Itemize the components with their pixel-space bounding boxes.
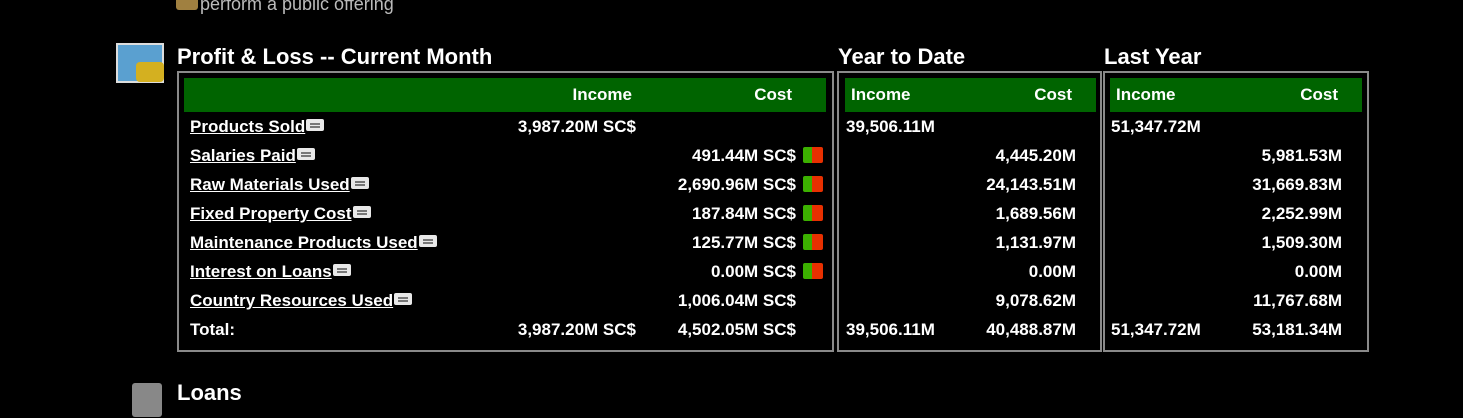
comment-icon[interactable] xyxy=(296,148,315,160)
value-cell: 53,181.34M xyxy=(1252,320,1342,339)
value-cell: 0.00M xyxy=(1294,262,1342,281)
row-link[interactable]: Interest on Loans xyxy=(190,262,332,281)
table-frame xyxy=(1103,71,1369,352)
row-link[interactable]: Raw Materials Used xyxy=(190,175,350,194)
value-cell: 1,006.04M SC$ xyxy=(677,291,796,310)
column-header: Cost xyxy=(754,85,792,104)
column-header: Cost xyxy=(1300,85,1338,104)
value-cell: 491.44M SC$ xyxy=(692,146,796,165)
value-cell: 4,445.20M xyxy=(995,146,1076,165)
status-indicator xyxy=(803,147,823,163)
value-cell: 1,689.56M xyxy=(995,204,1076,223)
row-link[interactable]: Fixed Property Cost xyxy=(190,204,352,223)
status-indicator xyxy=(803,176,823,192)
section-title: Profit & Loss -- Current Month xyxy=(177,44,493,69)
comment-icon[interactable] xyxy=(352,206,371,218)
comment-icon[interactable] xyxy=(418,235,437,247)
table-frame xyxy=(177,71,834,352)
header-row xyxy=(1110,78,1362,112)
coins-icon xyxy=(136,62,164,82)
comment-icon[interactable] xyxy=(350,177,369,189)
value-cell: 125.77M SC$ xyxy=(692,233,796,252)
column-header: Income xyxy=(572,85,632,104)
section-title: Year to Date xyxy=(838,44,966,69)
column-header: Cost xyxy=(1034,85,1072,104)
row-link[interactable]: Salaries Paid xyxy=(190,146,296,165)
value-cell: 11,767.68M xyxy=(1253,291,1342,310)
value-cell: 3,987.20M SC$ xyxy=(517,320,636,339)
value-cell: 39,506.11M xyxy=(846,117,935,136)
comment-icon[interactable] xyxy=(332,264,351,276)
value-cell: 3,987.20M SC$ xyxy=(517,117,636,136)
value-cell: 5,981.53M xyxy=(1261,146,1342,165)
column-header: Income xyxy=(851,85,911,104)
value-cell: 51,347.72M xyxy=(1111,320,1201,339)
value-cell: 187.84M SC$ xyxy=(692,204,796,223)
value-cell: 0.00M SC$ xyxy=(710,262,796,281)
offer-icon xyxy=(176,0,198,10)
header-row xyxy=(184,78,826,112)
value-cell: 1,131.97M xyxy=(995,233,1076,252)
row-label: Total: xyxy=(190,320,236,339)
column-header: Income xyxy=(1116,85,1176,104)
comment-icon[interactable] xyxy=(306,119,325,131)
row-link[interactable]: Country Resources Used xyxy=(190,291,394,310)
table-frame xyxy=(837,71,1102,352)
public-offering-link[interactable]: perform a public offering xyxy=(200,0,394,14)
comment-icon[interactable] xyxy=(394,293,413,305)
section-title: Last Year xyxy=(1104,44,1202,69)
row-link[interactable]: Products Sold xyxy=(190,117,306,136)
value-cell: 24,143.51M xyxy=(986,175,1076,194)
status-indicator xyxy=(803,205,823,221)
value-cell: 51,347.72M xyxy=(1111,117,1201,136)
status-indicator xyxy=(803,234,823,250)
row-link[interactable]: Maintenance Products Used xyxy=(190,233,418,252)
loans-icon xyxy=(132,383,162,417)
header-row xyxy=(845,78,1096,112)
section-title: Loans xyxy=(177,380,242,405)
value-cell: 2,252.99M xyxy=(1261,204,1342,223)
value-cell: 31,669.83M xyxy=(1252,175,1342,194)
value-cell: 40,488.87M xyxy=(986,320,1076,339)
value-cell: 39,506.11M xyxy=(846,320,935,339)
status-indicator xyxy=(803,263,823,279)
value-cell: 9,078.62M xyxy=(995,291,1076,310)
value-cell: 1,509.30M xyxy=(1261,233,1342,252)
value-cell: 4,502.05M SC$ xyxy=(677,320,796,339)
value-cell: 2,690.96M SC$ xyxy=(677,175,796,194)
value-cell: 0.00M xyxy=(1028,262,1076,281)
